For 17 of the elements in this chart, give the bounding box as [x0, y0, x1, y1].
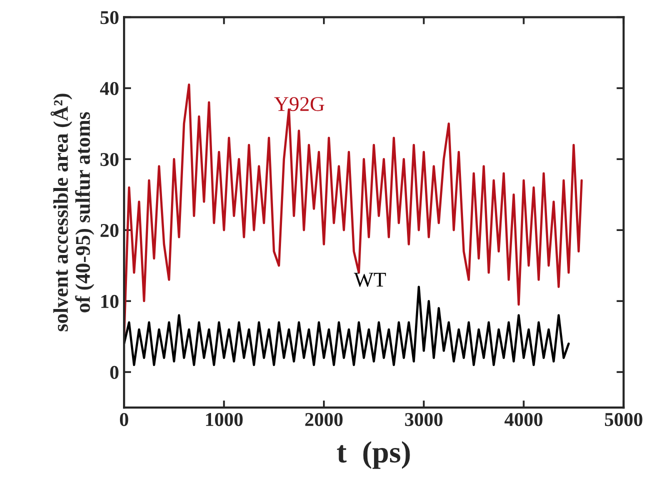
- y-tick-label: 20: [100, 224, 118, 238]
- x-tick-label: 1000: [206, 412, 243, 426]
- annotation: Y92G: [274, 97, 324, 112]
- y-tick-label: 10: [101, 294, 118, 308]
- y-tick-label: 0: [110, 366, 118, 379]
- y-axis-title: solvent accessible area (Å²) of (40-95) sulfur atoms: [50, 94, 94, 332]
- x-axis-title: t (ps): [336, 441, 410, 469]
- line-series: [124, 286, 570, 366]
- y-tick-label: 30: [100, 152, 118, 166]
- x-tick-label: 0: [120, 412, 128, 426]
- x-tick-label: 2000: [305, 412, 343, 426]
- x-tick-label: 3000: [405, 412, 442, 426]
- annotation: WT: [354, 272, 386, 287]
- y-tick-label: 50: [100, 11, 118, 24]
- x-tick-label: 5000: [604, 412, 642, 426]
- x-tick-label: 4000: [504, 412, 542, 426]
- y-tick-label: 40: [100, 82, 118, 96]
